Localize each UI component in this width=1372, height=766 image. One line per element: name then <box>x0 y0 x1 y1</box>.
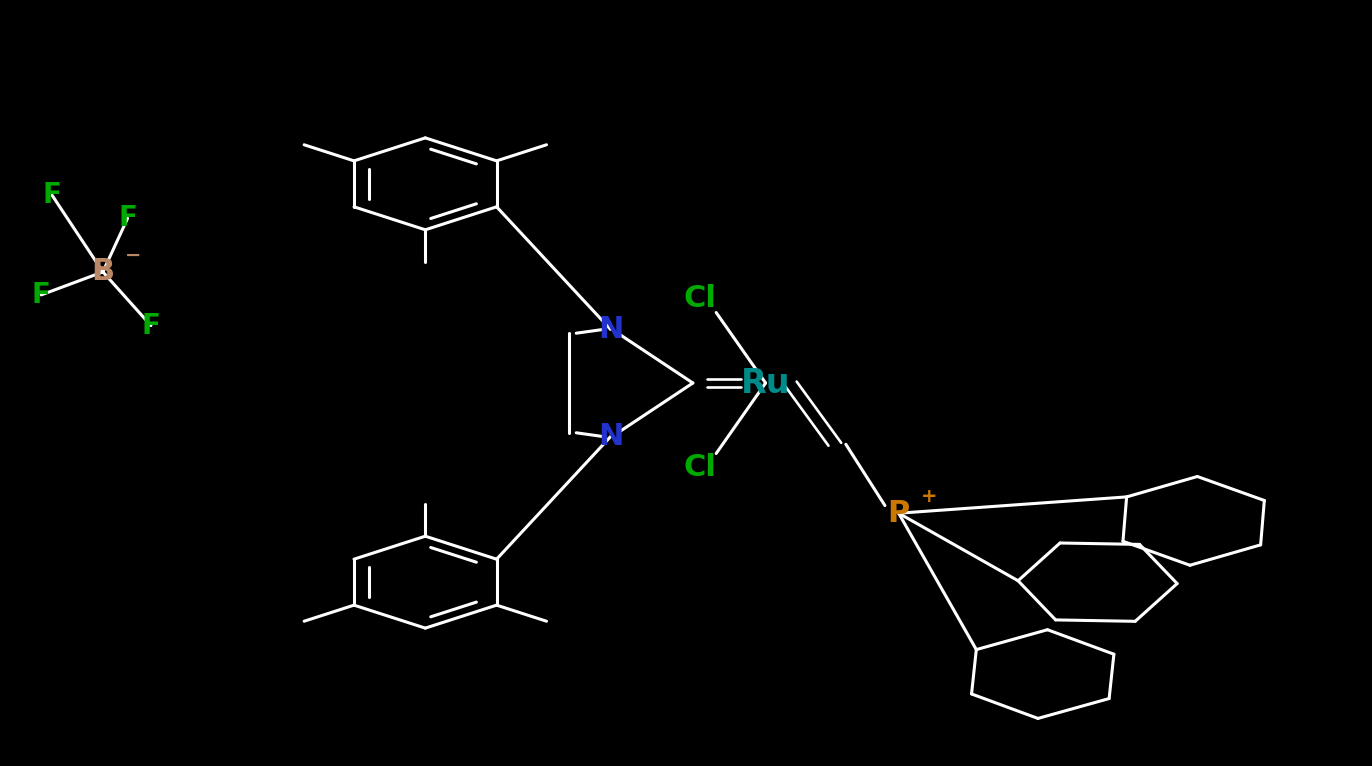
Text: Ru: Ru <box>741 366 790 400</box>
Text: −: − <box>125 246 141 264</box>
Text: N: N <box>598 422 623 451</box>
Text: P: P <box>888 499 910 528</box>
Text: F: F <box>118 205 137 232</box>
Text: Cl: Cl <box>683 453 716 482</box>
Text: F: F <box>32 281 51 309</box>
Text: B: B <box>92 257 114 286</box>
Text: Cl: Cl <box>683 284 716 313</box>
Text: +: + <box>921 487 937 506</box>
Text: F: F <box>141 312 161 339</box>
Text: N: N <box>598 315 623 344</box>
Text: F: F <box>43 182 62 209</box>
